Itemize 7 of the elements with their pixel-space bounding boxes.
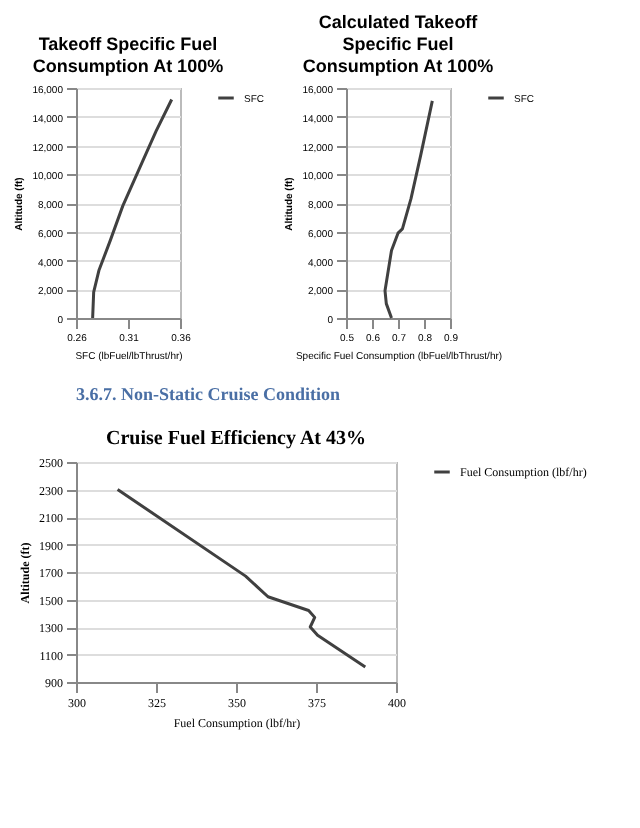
text: 3.6.7. Non-Static Cruise Condition bbox=[76, 384, 341, 404]
chart-title: Takeoff Specific Fuel Consumption At 100% bbox=[32, 34, 224, 76]
line-series bbox=[91, 98, 174, 320]
line-series bbox=[383, 99, 434, 320]
line-series bbox=[116, 488, 367, 669]
chart-title: Calculated Takeoff Specific Fuel Consumption At 100% bbox=[302, 12, 494, 76]
chart-title: Cruise Fuel Efficiency At 43% bbox=[106, 428, 366, 450]
